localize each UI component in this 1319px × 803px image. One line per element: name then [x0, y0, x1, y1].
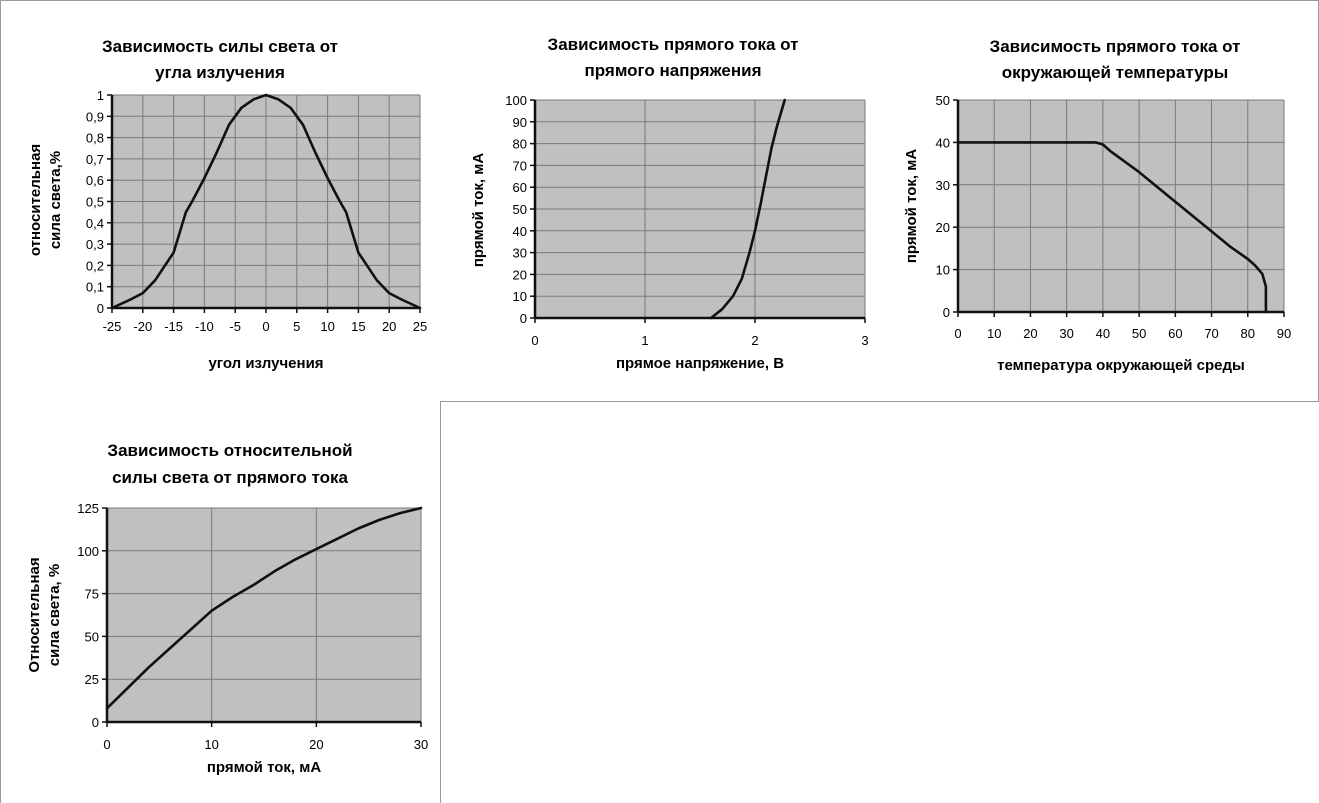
series-line: [709, 98, 786, 320]
chart-current-temperature: Зависимость прямого тока от окружающей те…: [903, 37, 1291, 374]
y-tick-label: 30: [513, 246, 527, 261]
chart-angle-intensity: Зависимость силы света от угла излучения 0…: [27, 37, 427, 372]
chart-current-voltage: Зависимость прямого тока от прямого напря…: [470, 35, 869, 372]
y-tick-label: 20: [936, 220, 950, 235]
x-tick-label: 3: [861, 333, 868, 348]
frame-divider-vertical: [440, 401, 441, 803]
y-tick-label: 0,8: [86, 131, 104, 146]
x-tick-label: 20: [309, 737, 323, 752]
y-tick-label: 0,3: [86, 237, 104, 252]
x-tick-label: -15: [164, 319, 183, 334]
x-tick-label: 10: [320, 319, 334, 334]
x-axis-label: прямой ток, мА: [207, 759, 321, 776]
chart-title-line: Зависимость относительной: [107, 441, 352, 460]
x-tick-label: 80: [1241, 326, 1255, 341]
y-tick-label: 40: [513, 224, 527, 239]
x-tick-label: -20: [133, 319, 152, 334]
y-tick-label: 0: [97, 301, 104, 316]
y-tick-label: 0,4: [86, 216, 104, 231]
chart-title-line: прямого напряжения: [584, 61, 761, 80]
x-tick-label: -10: [195, 319, 214, 334]
x-tick-label: 40: [1096, 326, 1110, 341]
y-axis-label-line: сила света, %: [46, 564, 63, 666]
chart-title-line: угла излучения: [155, 63, 285, 82]
y-axis-label-line: сила света,%: [47, 151, 64, 249]
y-tick-label: 50: [936, 93, 950, 108]
x-tick-label: 30: [414, 737, 428, 752]
y-tick-label: 75: [85, 587, 99, 602]
x-tick-label: 50: [1132, 326, 1146, 341]
y-tick-label: 0,1: [86, 280, 104, 295]
y-tick-label: 125: [77, 501, 99, 516]
y-tick-label: 0,5: [86, 195, 104, 210]
y-tick-label: 0,6: [86, 173, 104, 188]
chart-title-line: Зависимость прямого тока от: [990, 37, 1241, 56]
chart-title-line: Зависимость прямого тока от: [548, 35, 799, 54]
frame-left-border: [0, 0, 1, 803]
y-axis-label-line: Относительная: [26, 557, 43, 672]
y-tick-label: 70: [513, 158, 527, 173]
x-tick-label: 0: [531, 333, 538, 348]
series-line: [956, 141, 1268, 314]
x-axis-label: прямое напряжение, В: [616, 355, 784, 372]
y-tick-label: 60: [513, 180, 527, 195]
x-tick-label: 5: [293, 319, 300, 334]
x-tick-label: 2: [751, 333, 758, 348]
x-tick-label: 10: [204, 737, 218, 752]
chart-intensity-current: Зависимость относительной силы света от п…: [26, 441, 428, 776]
x-tick-label: -25: [103, 319, 122, 334]
x-tick-label: 60: [1168, 326, 1182, 341]
y-tick-label: 10: [513, 289, 527, 304]
y-tick-label: 50: [513, 202, 527, 217]
x-tick-label: 25: [413, 319, 427, 334]
y-axis-label-line: относительная: [27, 144, 44, 256]
y-tick-label: 0: [92, 715, 99, 730]
x-axis-label: температура окружающей среды: [997, 357, 1245, 374]
y-tick-label: 25: [85, 672, 99, 687]
x-tick-label: 15: [351, 319, 365, 334]
y-tick-label: 80: [513, 137, 527, 152]
y-tick-label: 50: [85, 629, 99, 644]
x-tick-label: 10: [987, 326, 1001, 341]
x-tick-label: 20: [1023, 326, 1037, 341]
frame-divider-horizontal: [440, 401, 1319, 402]
y-tick-label: 40: [936, 135, 950, 150]
y-tick-label: 0,2: [86, 258, 104, 273]
y-tick-label: 90: [513, 115, 527, 130]
x-tick-label: 20: [382, 319, 396, 334]
plot-area: [958, 100, 1284, 312]
x-tick-label: 30: [1059, 326, 1073, 341]
y-tick-label: 100: [77, 544, 99, 559]
y-tick-label: 0: [520, 311, 527, 326]
y-axis-label-line: прямой ток, мА: [470, 153, 487, 267]
frame-top-border: [0, 0, 1319, 1]
y-tick-label: 100: [505, 93, 527, 108]
x-tick-label: -5: [229, 319, 241, 334]
plot-area: [107, 508, 421, 722]
x-tick-label: 1: [641, 333, 648, 348]
y-tick-label: 0,7: [86, 152, 104, 167]
y-tick-label: 10: [936, 263, 950, 278]
x-tick-label: 70: [1204, 326, 1218, 341]
x-tick-label: 0: [103, 737, 110, 752]
x-tick-label: 90: [1277, 326, 1291, 341]
chart-title-line: Зависимость силы света от: [102, 37, 338, 56]
y-tick-label: 30: [936, 178, 950, 193]
y-tick-label: 20: [513, 267, 527, 282]
y-tick-label: 0,9: [86, 109, 104, 124]
y-tick-label: 1: [97, 88, 104, 103]
x-tick-label: 0: [954, 326, 961, 341]
y-tick-label: 0: [943, 305, 950, 320]
chart-title-line: силы света от прямого тока: [112, 468, 348, 487]
y-axis-label-line: прямой ток, мА: [903, 149, 920, 263]
x-axis-label: угол излучения: [208, 355, 323, 372]
series-line: [110, 93, 422, 310]
x-tick-label: 0: [262, 319, 269, 334]
series-line: [105, 506, 423, 710]
chart-title-line: окружающей температуры: [1002, 63, 1229, 82]
